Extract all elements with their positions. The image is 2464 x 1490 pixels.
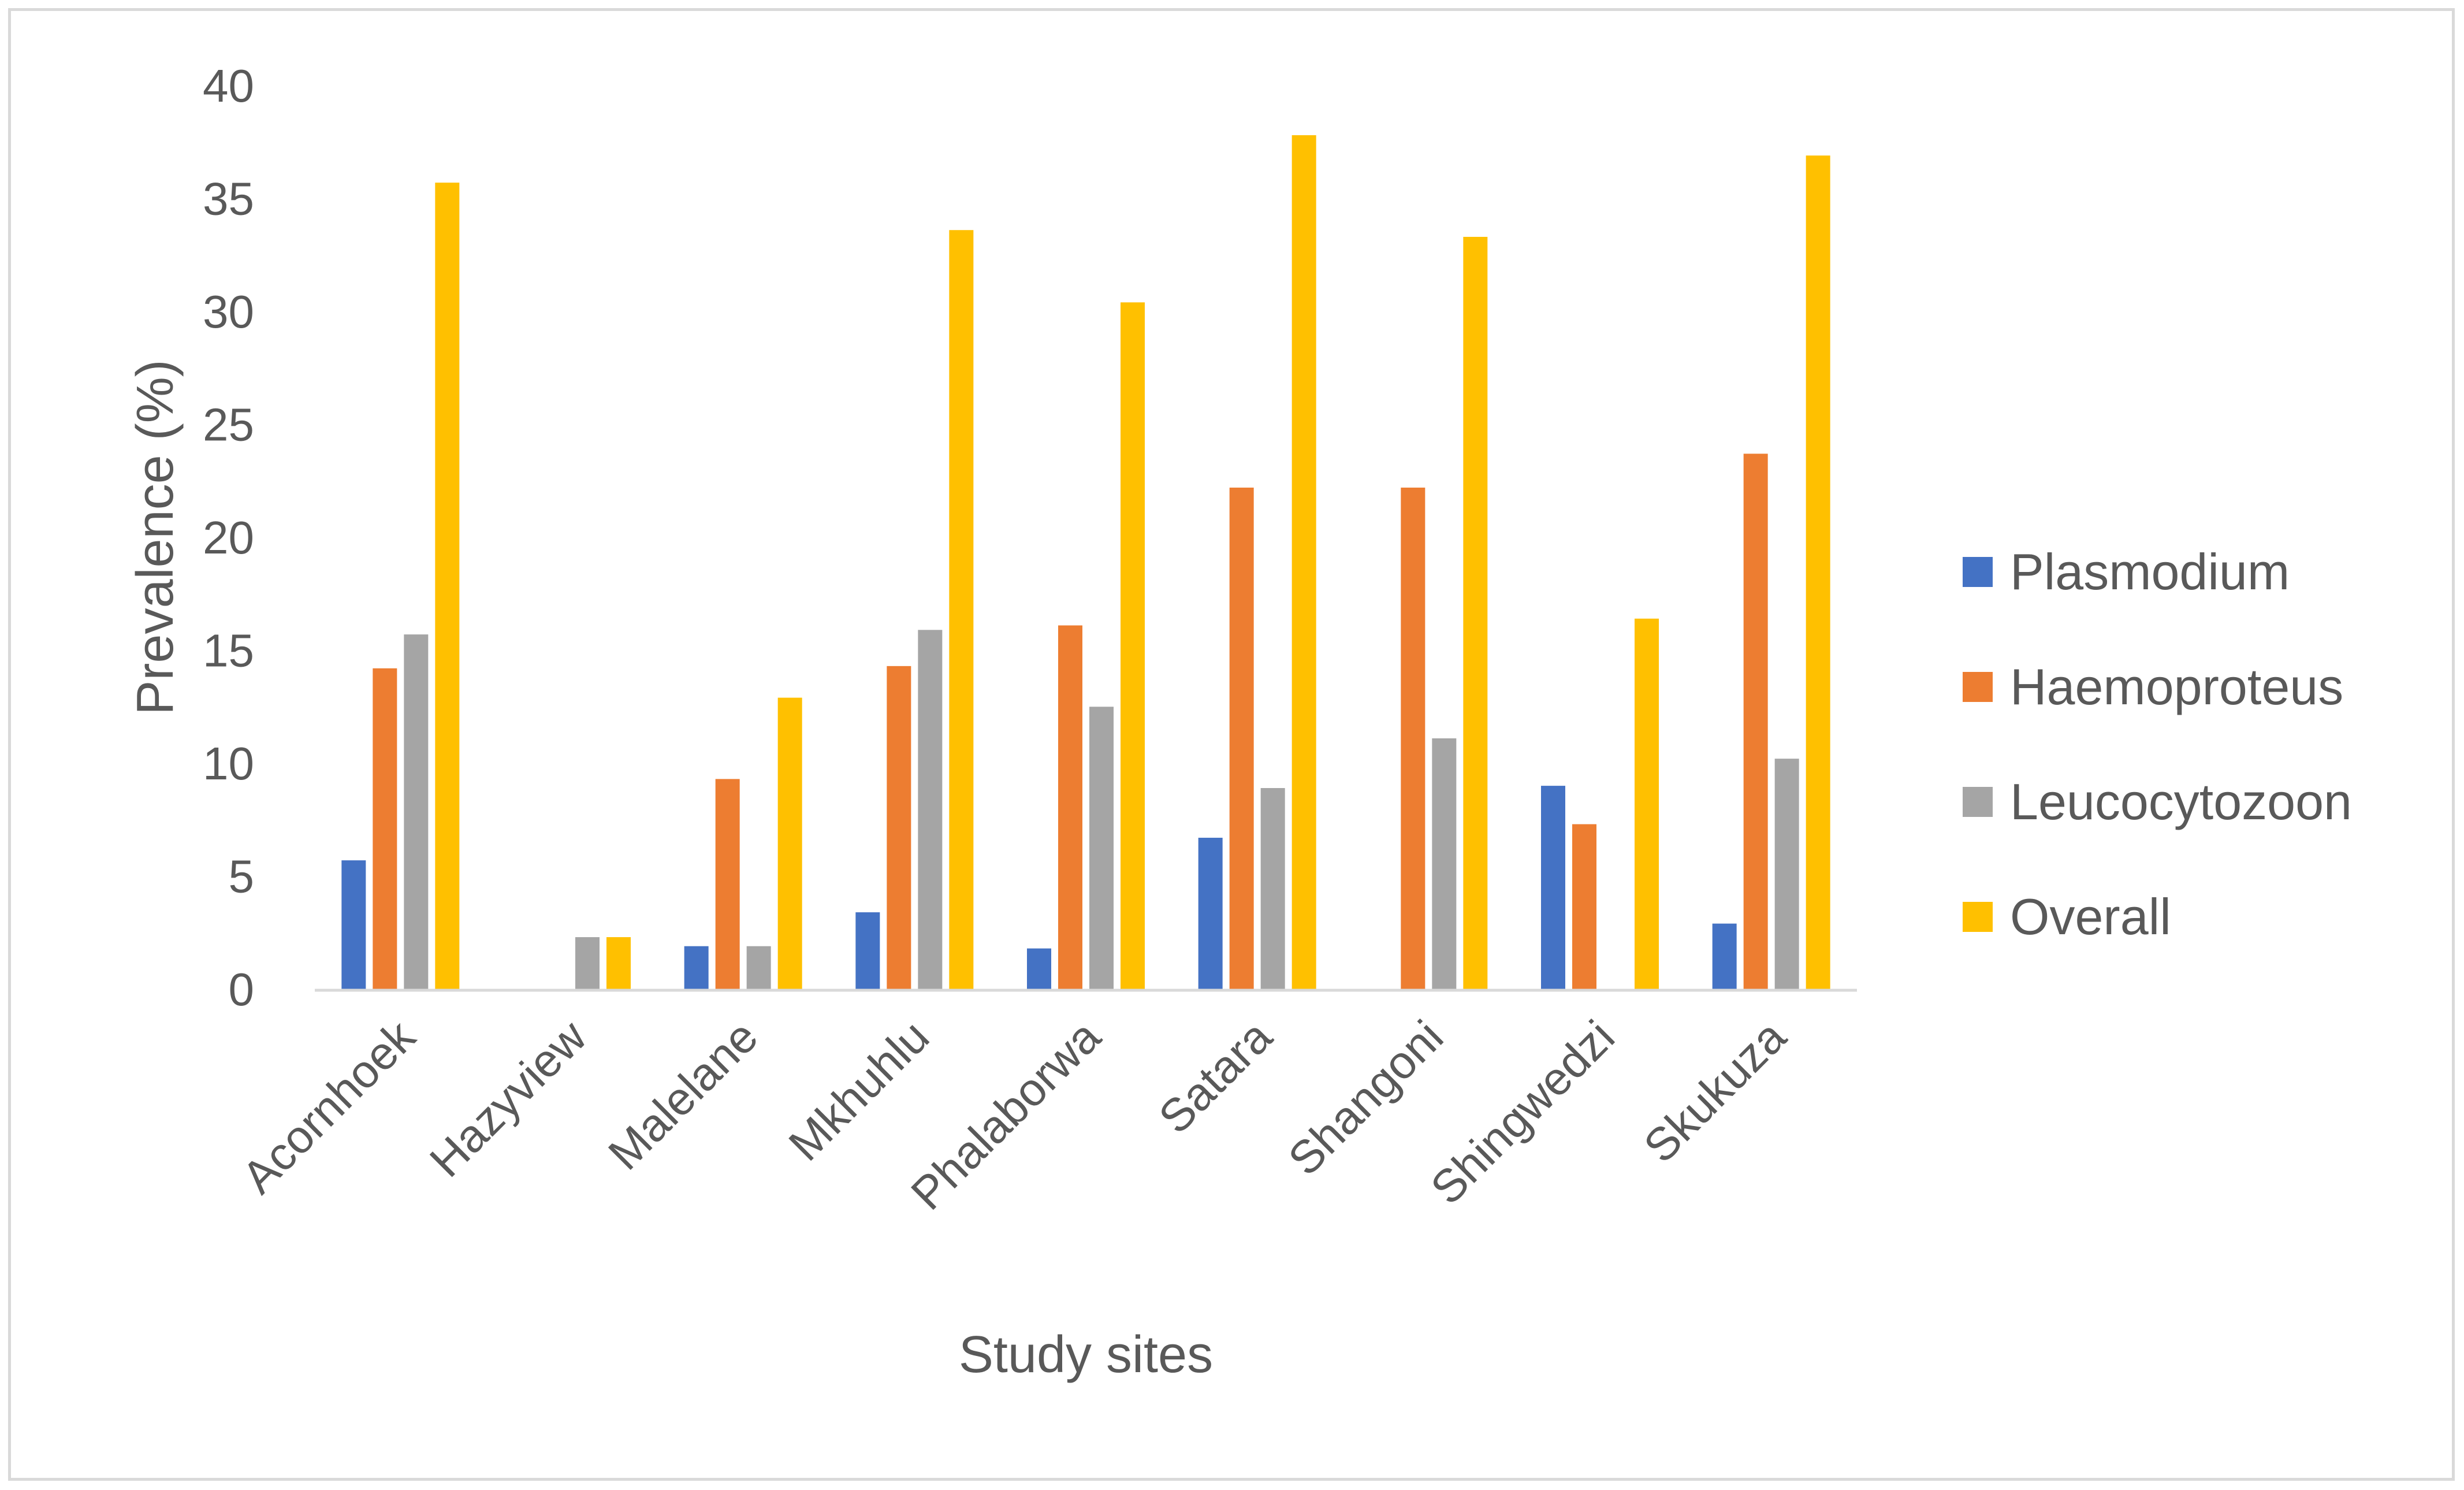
bar-haemoproteus-phalaborwa: [1058, 625, 1082, 989]
bar-overall-hazyview: [606, 937, 631, 989]
bar-haemoproteus-malelane: [715, 779, 740, 989]
y-tick-label: 15: [203, 625, 254, 677]
y-tick-label: 25: [203, 399, 254, 451]
bar-plasmodium-skukuza: [1712, 923, 1737, 989]
bar-leucocytozoon-acornhoek: [404, 634, 429, 989]
legend-swatch-overall: [1963, 902, 1993, 932]
x-tick-label: Satara: [1149, 1010, 1282, 1143]
bar-haemoproteus-mkhuhlu: [887, 666, 911, 989]
bar-overall-phalaborwa: [1121, 302, 1145, 989]
legend-label-haemoproteus: Haemoproteus: [2010, 658, 2343, 715]
bar-leucocytozoon-malelane: [746, 946, 771, 989]
legend-label-overall: Overall: [2010, 888, 2171, 945]
bar-overall-satara: [1291, 135, 1316, 989]
bar-plasmodium-mkhuhlu: [855, 912, 880, 989]
bar-overall-shangoni: [1463, 236, 1488, 990]
bar-overall-shingwedzi: [1635, 618, 1659, 989]
y-tick-label: 5: [229, 851, 255, 902]
y-axis: 0 5 10 15 20 25 30 35 40: [203, 60, 254, 1015]
bar-haemoproteus-acornhoek: [373, 668, 397, 989]
x-tick-label: Skukuza: [1634, 1010, 1796, 1172]
legend-swatch-leucocytozoon: [1963, 787, 1993, 817]
y-tick-label: 20: [203, 512, 254, 563]
legend-swatch-haemoproteus: [1963, 672, 1993, 702]
bar-overall-malelane: [777, 697, 802, 989]
x-tick-label: Malelane: [598, 1010, 767, 1179]
x-tick-label: Acornhoek: [232, 1010, 425, 1203]
bar-haemoproteus-shingwedzi: [1572, 824, 1596, 989]
bar-plasmodium-malelane: [684, 946, 709, 989]
legend-swatch-plasmodium: [1963, 557, 1993, 587]
y-tick-label: 35: [203, 173, 254, 225]
bar-leucocytozoon-phalaborwa: [1089, 707, 1114, 989]
y-tick-label: 0: [229, 964, 255, 1015]
bar-leucocytozoon-shangoni: [1432, 738, 1457, 989]
x-tick-label: Shangoni: [1278, 1010, 1453, 1185]
y-axis-title: Prevalence (%): [126, 359, 184, 715]
legend: Plasmodium Haemoproteus Leucocytozoon Overa…: [1963, 543, 2352, 945]
bar-leucocytozoon-mkhuhlu: [918, 630, 943, 989]
bar-overall-mkhuhlu: [949, 230, 974, 989]
y-tick-label: 40: [203, 60, 254, 112]
bar-haemoproteus-skukuza: [1743, 454, 1768, 989]
bar-leucocytozoon-skukuza: [1774, 759, 1799, 989]
y-tick-label: 30: [203, 286, 254, 337]
bar-plasmodium-shingwedzi: [1541, 786, 1565, 989]
bar-plasmodium-phalaborwa: [1027, 948, 1051, 989]
x-tick-label: Mkhuhlu: [779, 1010, 939, 1171]
bar-overall-acornhoek: [435, 183, 460, 989]
y-tick-label: 10: [203, 738, 254, 789]
bar-leucocytozoon-satara: [1260, 788, 1285, 989]
x-axis-title: Study sites: [959, 1326, 1213, 1384]
bar-plasmodium-acornhoek: [341, 860, 366, 989]
bars-group: [341, 135, 1830, 990]
bar-haemoproteus-shangoni: [1401, 487, 1425, 989]
legend-label-plasmodium: Plasmodium: [2010, 543, 2290, 600]
x-tick-label: Shingwedzi: [1421, 1010, 1624, 1214]
x-tick-label: Hazyview: [420, 1010, 596, 1187]
bar-overall-skukuza: [1806, 155, 1830, 990]
bar-plasmodium-satara: [1198, 838, 1223, 989]
bar-haemoproteus-satara: [1229, 487, 1254, 989]
bar-leucocytozoon-hazyview: [575, 937, 600, 989]
legend-label-leucocytozoon: Leucocytozoon: [2010, 773, 2352, 830]
